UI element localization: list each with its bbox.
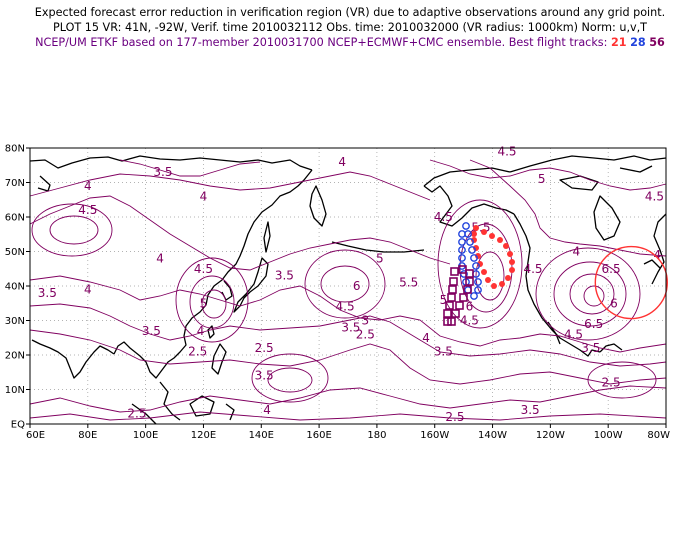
contour-label: 3.5	[434, 345, 453, 359]
contour-label: 3.5	[153, 165, 172, 179]
lon-tick-label: 100W	[594, 430, 623, 441]
map-background	[30, 148, 666, 424]
lat-tick-label: 50N	[5, 247, 25, 258]
contour-label: 3.5	[275, 269, 294, 283]
lon-tick-label: 120E	[191, 430, 216, 441]
lon-tick-label: 160E	[306, 430, 331, 441]
contour-label: 4	[573, 245, 581, 259]
contour-label: 4	[156, 251, 164, 265]
lat-tick-label: EQ	[11, 420, 25, 431]
contour-label: 6.5	[602, 262, 621, 276]
lon-tick-label: 180	[367, 430, 386, 441]
lon-tick-label: 80E	[78, 430, 97, 441]
lon-tick-label: 160W	[420, 430, 449, 441]
contour-label: 2.5	[188, 345, 207, 359]
contour-label: 4	[197, 324, 205, 338]
lon-tick-label: 60E	[26, 430, 45, 441]
lat-tick-label: 80N	[5, 144, 25, 155]
contour-label: 4.5	[564, 327, 583, 341]
contour-label: 2.5	[127, 407, 146, 421]
contour-label: 4.5	[645, 189, 664, 203]
title-line-3-text: NCEP/UM ETKF based on 177-member 2010031…	[35, 36, 608, 49]
contour-label: 3.5	[581, 341, 600, 355]
lon-tick-label: 120W	[536, 430, 565, 441]
lon-tick-label: 80W	[647, 430, 670, 441]
contour-label: 4	[654, 248, 662, 262]
contour-label: 3.5	[142, 324, 161, 338]
contour-label: 6	[610, 296, 618, 310]
verification-region-circle	[594, 245, 669, 320]
contour-label: 4	[84, 179, 92, 193]
contour-label: 5	[440, 293, 448, 307]
contour-label: 4.5	[194, 262, 213, 276]
contour-label: 4.5	[434, 210, 453, 224]
flight-track-28-label: 28	[630, 36, 646, 49]
contour-label: 4.5	[497, 144, 516, 158]
contour-label: 4.5	[336, 300, 355, 314]
contour-label: 4	[263, 403, 271, 417]
lat-tick-label: 60N	[5, 213, 25, 224]
flight-track-56-label: 56	[649, 36, 665, 49]
flight-track-28	[458, 222, 482, 300]
contour-label: 3	[362, 314, 370, 328]
contour-label: 6	[353, 279, 361, 293]
lat-tick-label: 20N	[5, 351, 25, 362]
lat-tick-label: 10N	[5, 385, 25, 396]
flight-track-21	[471, 225, 515, 289]
contour-label: 3.5	[521, 403, 540, 417]
contour-label: 4	[338, 155, 346, 169]
lat-tick-label: 40N	[5, 282, 25, 293]
contour-label: 4	[422, 331, 430, 345]
contour-label: 3.5	[38, 286, 57, 300]
contour-label: 4.5	[78, 203, 97, 217]
flight-track-56	[443, 265, 474, 326]
contour-label: 5	[376, 251, 384, 265]
contour-label: 3.5	[255, 369, 274, 383]
lon-tick-label: 140W	[478, 430, 507, 441]
contour-label: 2.5	[255, 341, 274, 355]
coastlines	[29, 155, 667, 425]
lon-tick-label: 140E	[249, 430, 274, 441]
contour-label: 5	[538, 172, 546, 186]
contour-label: 6.5	[584, 317, 603, 331]
contour-label: 3.5	[341, 320, 360, 334]
title-line-3: NCEP/UM ETKF based on 177-member 2010031…	[0, 36, 700, 50]
contour-label: 4.5	[460, 314, 479, 328]
title-line-2: PLOT 15 VR: 41N, -92W, Verif. time 20100…	[52, 21, 648, 34]
contour-label: 4.5	[523, 262, 542, 276]
lon-tick-label: 100E	[133, 430, 158, 441]
contour-label: 6	[466, 300, 474, 314]
contour-label: 4	[200, 189, 208, 203]
contour-label: 2.5	[356, 327, 375, 341]
contour-label: 2.5	[445, 410, 464, 424]
contour-label: 5.5	[399, 276, 418, 290]
contour-label: 4	[84, 282, 92, 296]
lat-tick-label: 30N	[5, 316, 25, 327]
title-line-1: Expected forecast error reduction in ver…	[34, 6, 666, 19]
lat-tick-label: 70N	[5, 178, 25, 189]
contour-label: 5	[200, 296, 208, 310]
contour-label: 2.5	[602, 376, 621, 390]
flight-track-21-label: 21	[610, 36, 627, 49]
